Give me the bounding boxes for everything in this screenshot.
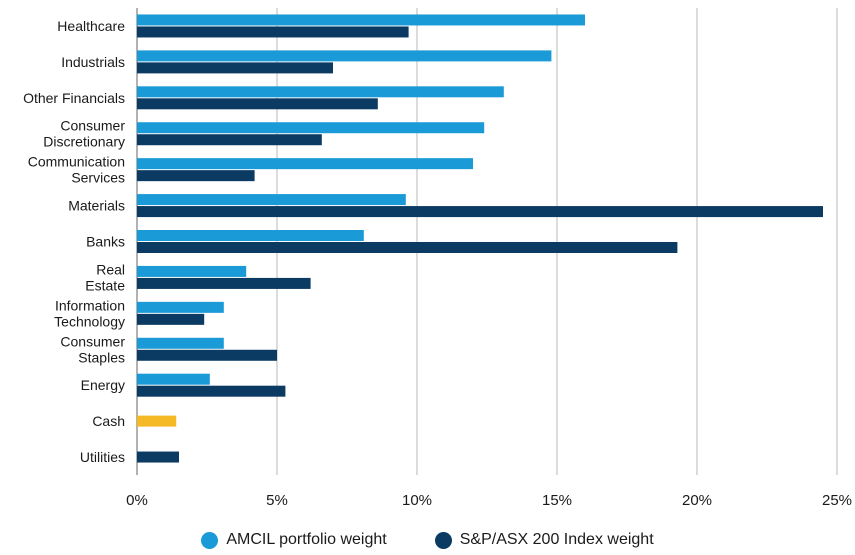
category-label: Other Financials xyxy=(23,90,125,106)
category-label: Cash xyxy=(92,413,125,429)
x-tick-label: 20% xyxy=(682,492,712,509)
category-label: Industrials xyxy=(61,54,125,70)
category-label: Information xyxy=(55,297,125,313)
bar-index xyxy=(137,170,255,182)
legend-label-index: S&P/ASX 200 Index weight xyxy=(459,531,654,548)
legend-label-amcil: AMCIL portfolio weight xyxy=(226,531,387,548)
category-label: Services xyxy=(71,170,125,186)
x-tick-label: 5% xyxy=(266,492,288,509)
category-label: Real xyxy=(96,261,125,277)
legend: AMCIL portfolio weight S&P/ASX 200 Index… xyxy=(0,528,855,552)
legend-swatch-index xyxy=(434,531,452,549)
legend-swatch-amcil xyxy=(201,531,219,549)
legend-item-amcil: AMCIL portfolio weight xyxy=(201,531,387,549)
bar-amcil xyxy=(137,122,485,134)
bar-index xyxy=(137,385,286,397)
x-tick-label: 10% xyxy=(402,492,432,509)
category-label: Utilities xyxy=(80,449,125,465)
category-label: Estate xyxy=(85,277,125,293)
bar-amcil xyxy=(137,337,224,349)
bar-amcil xyxy=(137,415,177,427)
category-label: Communication xyxy=(28,154,125,170)
bar-amcil xyxy=(137,265,247,277)
category-label: Consumer xyxy=(60,118,125,134)
x-tick-label: 0% xyxy=(126,492,148,509)
category-label: Energy xyxy=(81,377,125,393)
bar-amcil xyxy=(137,86,504,98)
category-label: Staples xyxy=(78,349,125,365)
bar-amcil xyxy=(137,373,210,385)
bar-index xyxy=(137,26,409,38)
category-label: Consumer xyxy=(60,333,125,349)
bar-amcil xyxy=(137,301,224,313)
category-label: Discretionary xyxy=(43,134,125,150)
x-tick-label: 25% xyxy=(822,492,852,509)
x-tick-label: 15% xyxy=(542,492,572,509)
bar-index xyxy=(137,62,333,74)
category-label: Technology xyxy=(54,313,125,329)
bar-index xyxy=(137,206,823,218)
bar-amcil xyxy=(137,158,473,170)
category-label: Materials xyxy=(68,198,125,214)
legend-item-index: S&P/ASX 200 Index weight xyxy=(434,531,654,549)
bar-amcil xyxy=(137,194,406,206)
bar-amcil xyxy=(137,50,552,62)
bar-index xyxy=(137,451,179,463)
bar-index xyxy=(137,277,311,289)
bar-amcil xyxy=(137,14,585,26)
bar-index xyxy=(137,313,205,325)
bar-index xyxy=(137,349,277,361)
category-label: Banks xyxy=(86,234,125,250)
bar-index xyxy=(137,98,378,110)
bar-index xyxy=(137,134,322,146)
bar-amcil xyxy=(137,230,364,241)
bar-index xyxy=(137,242,678,253)
category-label: Healthcare xyxy=(57,18,125,34)
bar-chart-svg: 0% 5% 10% 15% 20% 25% Healthcare Industrials Oth… xyxy=(23,8,852,509)
